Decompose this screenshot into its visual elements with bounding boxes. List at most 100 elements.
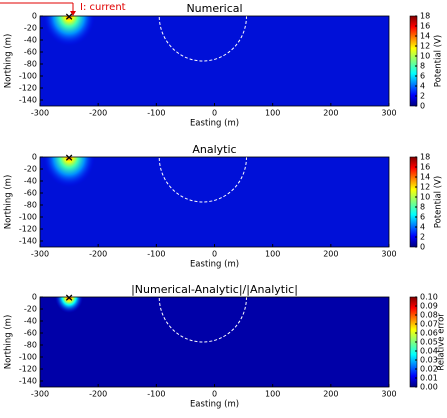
colorbar-tick-label: 6 <box>420 72 425 81</box>
x-tick-label: 0 <box>212 390 217 399</box>
x-axis-label: Easting (m) <box>190 260 239 270</box>
y-tick-label: -100 <box>19 213 37 222</box>
colorbar-tick-label: 0.09 <box>420 302 438 311</box>
x-axis-label: Easting (m) <box>190 400 239 410</box>
colorbar-tick-label: 0.10 <box>420 293 438 302</box>
colorbar-tick-label: 2 <box>420 92 425 101</box>
colorbar-label: Potential (V) <box>434 176 444 228</box>
source-field <box>43 157 96 187</box>
panel-title: Analytic <box>192 143 236 156</box>
panel-title: |Numerical-Analytic|/|Analytic| <box>131 283 298 296</box>
arrow-head <box>70 11 76 16</box>
x-tick-label: 300 <box>381 250 396 259</box>
y-tick-label: -120 <box>19 84 37 93</box>
colorbar-tick-label: 8 <box>420 62 425 71</box>
x-tick-label: -300 <box>31 390 49 399</box>
y-tick-label: -60 <box>24 189 37 198</box>
colorbar <box>409 15 418 107</box>
y-tick-label: 0 <box>32 12 37 21</box>
colorbar-tick-label: 0.08 <box>420 311 438 320</box>
colorbar <box>409 156 418 248</box>
y-tick-label: -100 <box>19 72 37 81</box>
y-tick-label: -100 <box>19 353 37 362</box>
y-tick-label: -140 <box>19 237 37 246</box>
colorbar-tick-label: 18 <box>420 12 430 21</box>
y-tick-label: -40 <box>24 317 37 326</box>
colorbar-tick-label: 0.07 <box>420 320 438 329</box>
colorbar-tick-label: 12 <box>420 42 430 51</box>
x-tick-label: -200 <box>89 250 107 259</box>
heatmap-background <box>40 16 389 106</box>
x-tick-label: 200 <box>323 250 338 259</box>
x-tick-label: -300 <box>31 250 49 259</box>
y-tick-label: -40 <box>24 177 37 186</box>
x-tick-label: 100 <box>265 250 280 259</box>
colorbar-tick-label: 14 <box>420 173 430 182</box>
colorbar-tick-label: 0 <box>420 243 425 252</box>
colorbar-label: Potential (V) <box>434 35 444 87</box>
y-axis-label: Northing (m) <box>4 175 14 230</box>
heatmap-background <box>40 297 389 387</box>
colorbar-tick-label: 16 <box>420 22 430 31</box>
colorbar-tick-label: 0 <box>420 102 425 111</box>
colorbar-tick-label: 10 <box>420 52 430 61</box>
colorbar-tick-label: 4 <box>420 223 425 232</box>
x-tick-label: 100 <box>265 109 280 118</box>
x-tick-label: -100 <box>147 390 165 399</box>
y-tick-label: 0 <box>32 153 37 162</box>
x-tick-label: 100 <box>265 390 280 399</box>
colorbar-tick-label: 0.04 <box>420 347 438 356</box>
source-marker: × <box>64 10 73 23</box>
y-tick-label: -80 <box>24 201 37 210</box>
y-tick-label: -120 <box>19 365 37 374</box>
x-tick-label: 200 <box>323 109 338 118</box>
y-tick-label: -60 <box>24 329 37 338</box>
y-tick-label: -80 <box>24 341 37 350</box>
source-marker: × <box>64 151 73 164</box>
colorbar-tick-label: 14 <box>420 32 430 41</box>
x-tick-label: 200 <box>323 390 338 399</box>
colorbar-tick-label: 0.01 <box>420 374 438 383</box>
colorbar-tick-label: 0.02 <box>420 365 438 374</box>
y-tick-label: -140 <box>19 377 37 386</box>
colorbar-tick-label: 0.05 <box>420 338 438 347</box>
colorbar-tick-label: 0.03 <box>420 356 438 365</box>
y-tick-label: -60 <box>24 48 37 57</box>
colorbar-tick-label: 8 <box>420 203 425 212</box>
source-marker: × <box>64 291 73 304</box>
y-tick-label: -80 <box>24 60 37 69</box>
x-tick-label: -200 <box>89 109 107 118</box>
colorbar-tick-label: 2 <box>420 233 425 242</box>
heatmap-background <box>40 157 389 247</box>
x-tick-label: 300 <box>381 109 396 118</box>
x-tick-label: 0 <box>212 109 217 118</box>
source-field <box>55 297 84 313</box>
x-axis-label: Easting (m) <box>190 119 239 129</box>
source-field <box>43 16 96 46</box>
x-tick-label: 300 <box>381 390 396 399</box>
x-tick-label: -100 <box>147 109 165 118</box>
y-tick-label: -20 <box>24 305 37 314</box>
colorbar-tick-label: 18 <box>420 153 430 162</box>
panel-title: Numerical <box>186 2 242 15</box>
annotation: I: current <box>80 2 126 13</box>
y-axis-label: Northing (m) <box>4 34 14 89</box>
colorbar-tick-label: 0.06 <box>420 329 438 338</box>
y-tick-label: -40 <box>24 36 37 45</box>
x-tick-label: -300 <box>31 109 49 118</box>
colorbar-tick-label: 0.00 <box>420 383 438 392</box>
y-tick-label: 0 <box>32 293 37 302</box>
x-tick-label: -200 <box>89 390 107 399</box>
x-tick-label: -100 <box>147 250 165 259</box>
x-tick-label: 0 <box>212 250 217 259</box>
colorbar-tick-label: 4 <box>420 82 425 91</box>
colorbar-tick-label: 16 <box>420 163 430 172</box>
y-tick-label: -20 <box>24 165 37 174</box>
colorbar-tick-label: 12 <box>420 183 430 192</box>
y-axis-label: Northing (m) <box>4 315 14 370</box>
colorbar-label: Relative error <box>437 313 447 371</box>
y-tick-label: -120 <box>19 225 37 234</box>
y-tick-label: -140 <box>19 96 37 105</box>
colorbar-tick-label: 6 <box>420 213 425 222</box>
